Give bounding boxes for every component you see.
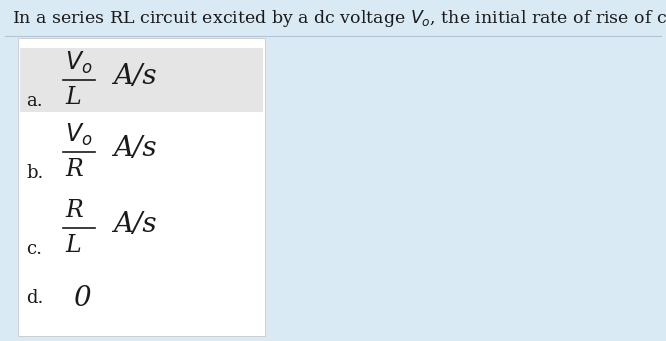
Text: c.: c. (26, 240, 42, 258)
Text: L: L (65, 234, 81, 257)
Bar (18, 38, 265, 336)
Text: a.: a. (26, 92, 43, 110)
Text: A/s: A/s (113, 134, 157, 162)
Text: A/s: A/s (113, 62, 157, 89)
Text: $V_o$: $V_o$ (65, 49, 93, 76)
Text: R: R (65, 158, 83, 181)
Text: 0: 0 (73, 284, 91, 311)
Text: In a series RL circuit excited by a dc voltage $V_o$, the initial rate of rise o: In a series RL circuit excited by a dc v… (12, 8, 666, 29)
Text: L: L (65, 86, 81, 109)
Text: R: R (65, 199, 83, 222)
Bar (20, 48, 263, 112)
Text: d.: d. (26, 289, 43, 307)
Text: b.: b. (26, 164, 43, 182)
Text: A/s: A/s (113, 210, 157, 237)
Text: $V_o$: $V_o$ (65, 121, 93, 148)
